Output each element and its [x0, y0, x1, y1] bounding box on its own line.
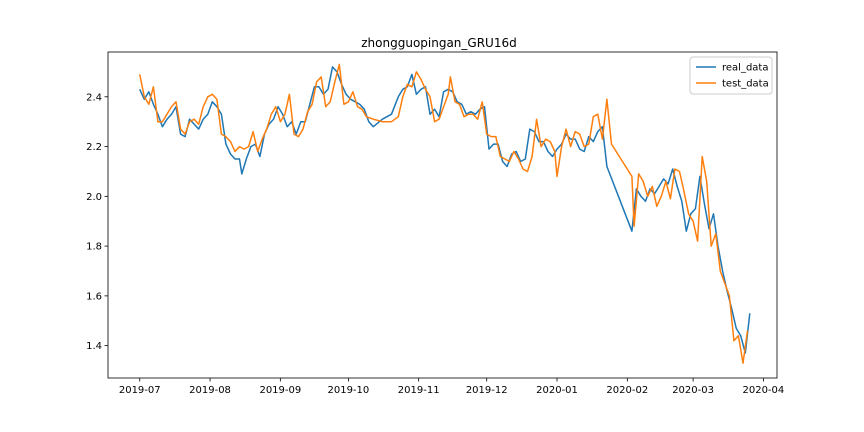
- x-tick-label: 2019-08: [189, 385, 231, 396]
- legend-label-test_data: test_data: [722, 79, 769, 90]
- x-tick-label: 2019-12: [466, 385, 508, 396]
- y-axis: 1.4 1.6 1.8 2.0 2.2 2.4: [86, 92, 108, 352]
- series-line-real_data: [139, 66, 751, 354]
- x-tick-label: 2020-01: [536, 385, 578, 396]
- x-axis: 2019-07 2019-08 2019-09 2019-10 2019-11 2019-…: [119, 378, 784, 396]
- y-tick-label: 1.8: [86, 242, 102, 253]
- y-tick-label: 2.0: [86, 192, 102, 203]
- chart-title: zhongguopingan_GRU16d: [361, 36, 516, 50]
- plot-area-frame: [107, 51, 778, 379]
- y-tick-label: 2.2: [86, 142, 102, 153]
- y-tick-label: 1.6: [86, 291, 102, 302]
- series-line-test_data: [138, 63, 749, 364]
- x-tick-label: 2019-11: [398, 385, 440, 396]
- x-tick-label: 2019-10: [327, 385, 369, 396]
- series-layer: [138, 63, 751, 364]
- legend: real_data test_data: [689, 56, 773, 95]
- legend-label-real_data: real_data: [722, 63, 768, 74]
- x-tick-label: 2019-07: [119, 385, 161, 396]
- y-tick-label: 2.4: [86, 92, 102, 103]
- x-tick-label: 2019-09: [259, 385, 301, 396]
- x-tick-label: 2020-04: [742, 385, 784, 396]
- y-tick-label: 1.4: [86, 341, 102, 352]
- x-tick-label: 2020-02: [606, 385, 648, 396]
- x-tick-label: 2020-03: [672, 385, 714, 396]
